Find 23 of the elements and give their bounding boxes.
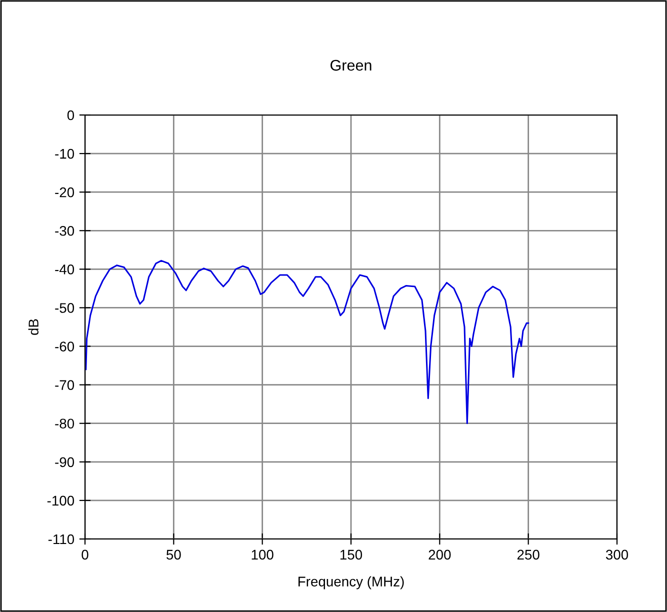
x-tick-label: 200 [428, 550, 451, 560]
y-tick-label: -80 [55, 418, 74, 429]
y-tick-label: -90 [55, 457, 74, 468]
line-series [85, 260, 530, 424]
y-tick-label: -20 [55, 187, 74, 198]
y-tick-label: -30 [55, 226, 74, 236]
y-tick-label: -60 [55, 342, 74, 352]
x-tick-label: 100 [252, 550, 274, 560]
x-tick-label: 150 [340, 550, 362, 560]
y-tick-label: -100 [47, 496, 74, 506]
y-tick-label: -70 [55, 380, 74, 390]
y-tick-label: -10 [55, 148, 74, 159]
x-tick-label: 0 [82, 550, 88, 560]
chart-title: Green [330, 60, 372, 71]
y-tick-label: -110 [48, 534, 74, 544]
x-tick-label: 300 [606, 550, 628, 560]
x-tick-label: 50 [166, 550, 181, 560]
y-tick-label: -50 [55, 303, 74, 313]
x-tick-label: 250 [517, 550, 540, 560]
y-tick-label: -40 [55, 264, 74, 274]
x-axis-title: Frequency (MHz) [298, 576, 404, 590]
y-tick-label: 0 [67, 110, 74, 120]
y-axis-title: dB [28, 319, 38, 335]
